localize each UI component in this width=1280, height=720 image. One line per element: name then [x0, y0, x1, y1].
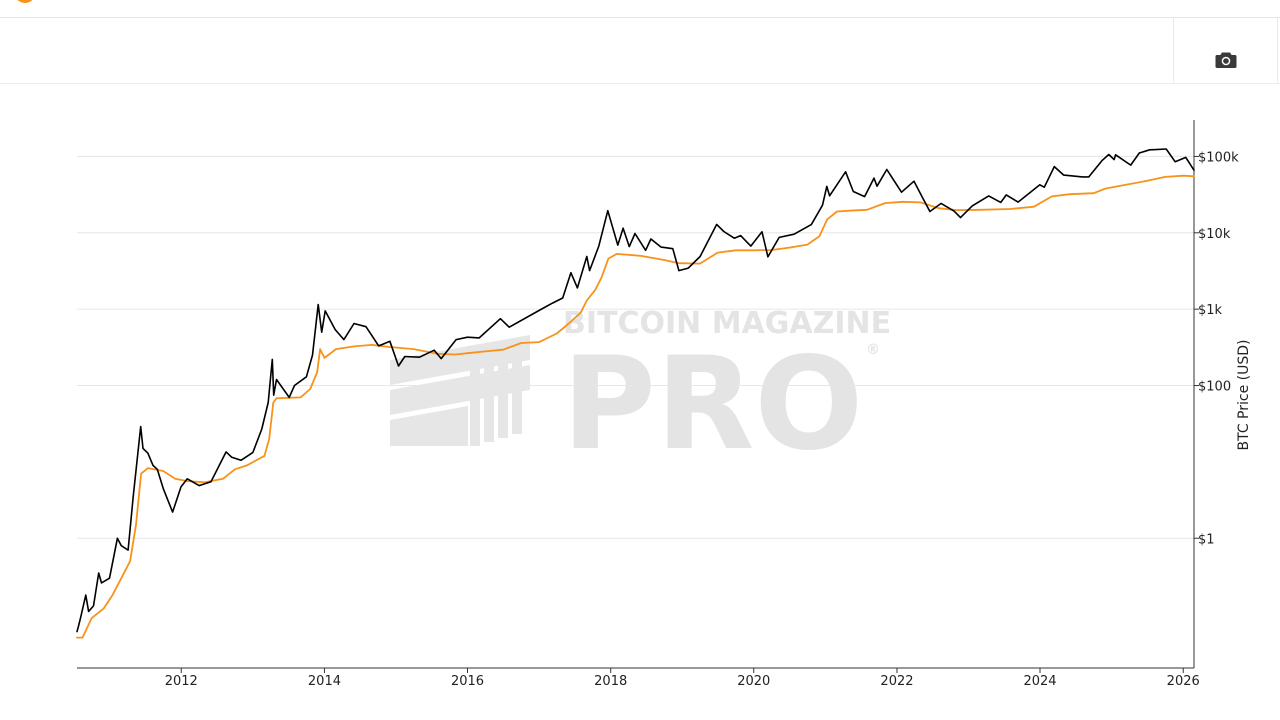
y-tick-label: $10k [1198, 227, 1231, 242]
watermark-line2: PRO [562, 330, 863, 479]
camera-icon [1215, 52, 1237, 68]
x-tick-label: 2020 [737, 674, 770, 689]
y-tick-label: $1 [1198, 532, 1215, 547]
watermark-line1: BITCOIN MAGAZINE [563, 306, 891, 341]
y-tick-label: $1k [1198, 303, 1223, 318]
x-tick-label: 2016 [451, 674, 484, 689]
y-tick-label: $100 [1198, 380, 1231, 395]
x-tick-label: 2022 [880, 674, 913, 689]
watermark-logo-icon [390, 335, 530, 446]
x-tick-label: 2026 [1167, 674, 1200, 689]
x-tick-label: 2014 [308, 674, 341, 689]
price-chart: BITCOIN MAGAZINE PRO ® 2012 2014 2016 2018 2… [76, 120, 1252, 689]
toolbar-divider [1173, 18, 1174, 83]
y-axis-ticks: $1 $100 $1k $10k $100k [1194, 150, 1239, 547]
price-line [76, 148, 1195, 633]
watermark: BITCOIN MAGAZINE PRO ® [390, 306, 891, 479]
average-line [76, 174, 1195, 639]
download-image-button[interactable] [1212, 47, 1240, 73]
axes [77, 120, 1195, 669]
logo-icon [14, 0, 36, 3]
top-bar [0, 0, 1280, 18]
grid-lines [77, 155, 1194, 539]
x-tick-label: 2018 [594, 674, 627, 689]
x-tick-label: 2024 [1023, 674, 1056, 689]
chart-toolbar [0, 18, 1280, 84]
series-lines [76, 148, 1195, 639]
toolbar-edge [1277, 18, 1278, 83]
x-tick-label: 2012 [165, 674, 198, 689]
watermark-mark: ® [866, 342, 880, 358]
y-axis-title: BTC Price (USD) [1236, 339, 1252, 450]
y-tick-label: $100k [1198, 150, 1239, 165]
x-axis-ticks: 2012 2014 2016 2018 2020 2022 2024 2026 [165, 668, 1200, 689]
